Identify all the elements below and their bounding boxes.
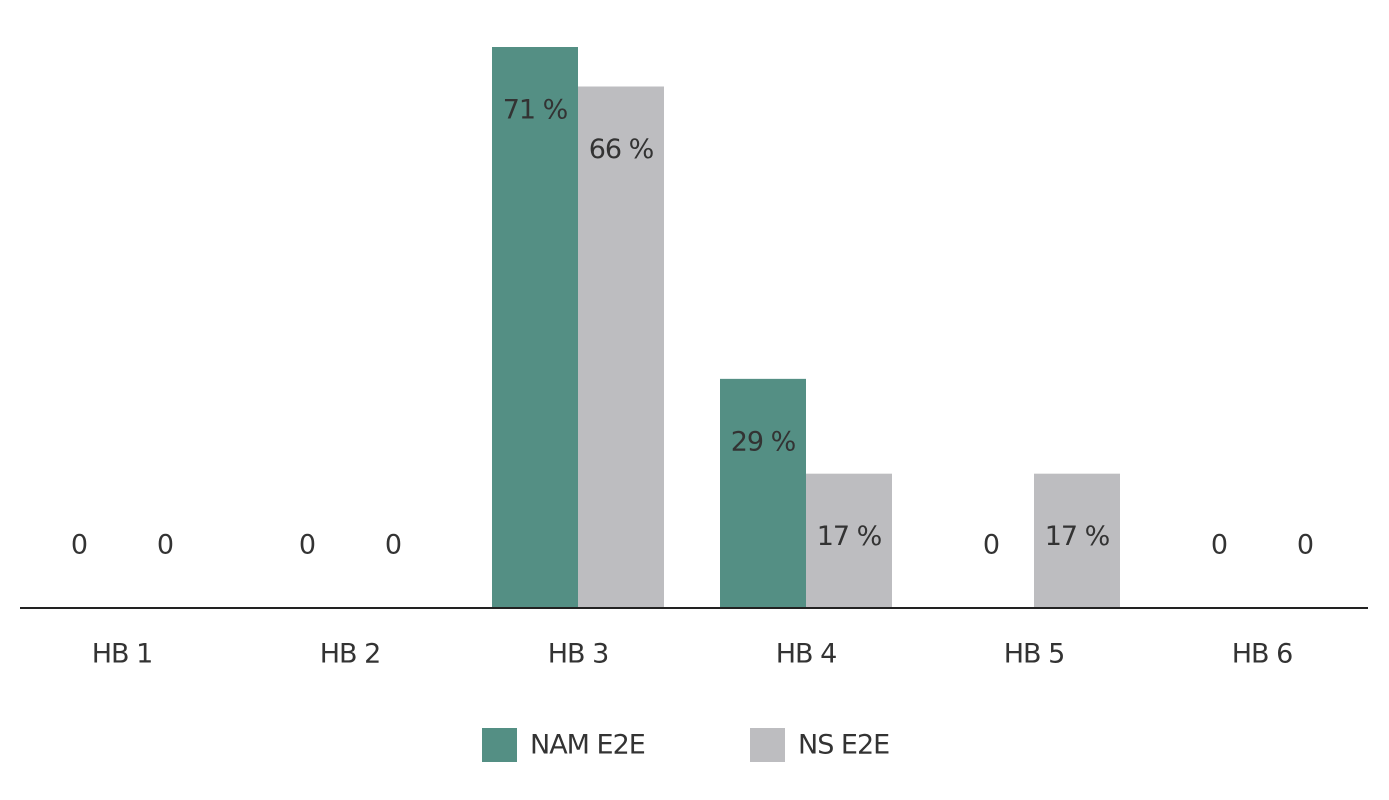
value-label: 0 bbox=[71, 530, 87, 561]
value-label: 29 % bbox=[731, 426, 796, 457]
value-label: 0 bbox=[983, 530, 999, 561]
legend-swatch bbox=[750, 728, 785, 762]
value-label: 0 bbox=[1297, 530, 1313, 561]
value-label: 17 % bbox=[1045, 521, 1110, 552]
legend-swatch bbox=[482, 728, 517, 762]
x-tick-label: HB 6 bbox=[1232, 639, 1293, 670]
x-tick-label: HB 1 bbox=[92, 639, 153, 670]
value-label: 0 bbox=[1211, 530, 1227, 561]
x-tick-label: HB 3 bbox=[548, 639, 609, 670]
bar bbox=[806, 473, 892, 608]
x-tick-label: HB 4 bbox=[776, 639, 837, 670]
bar bbox=[1034, 473, 1120, 608]
value-label: 0 bbox=[299, 530, 315, 561]
bar bbox=[492, 47, 578, 608]
legend-label: NAM E2E bbox=[530, 730, 645, 761]
bar bbox=[720, 378, 806, 608]
x-tick-label: HB 5 bbox=[1004, 639, 1065, 670]
value-label: 17 % bbox=[817, 521, 882, 552]
value-label: 66 % bbox=[589, 134, 654, 165]
x-tick-label: HB 2 bbox=[320, 639, 381, 670]
value-label: 0 bbox=[157, 530, 173, 561]
value-label: 0 bbox=[385, 530, 401, 561]
value-label: 71 % bbox=[503, 95, 568, 126]
bar bbox=[578, 86, 664, 609]
legend-label: NS E2E bbox=[798, 730, 889, 761]
